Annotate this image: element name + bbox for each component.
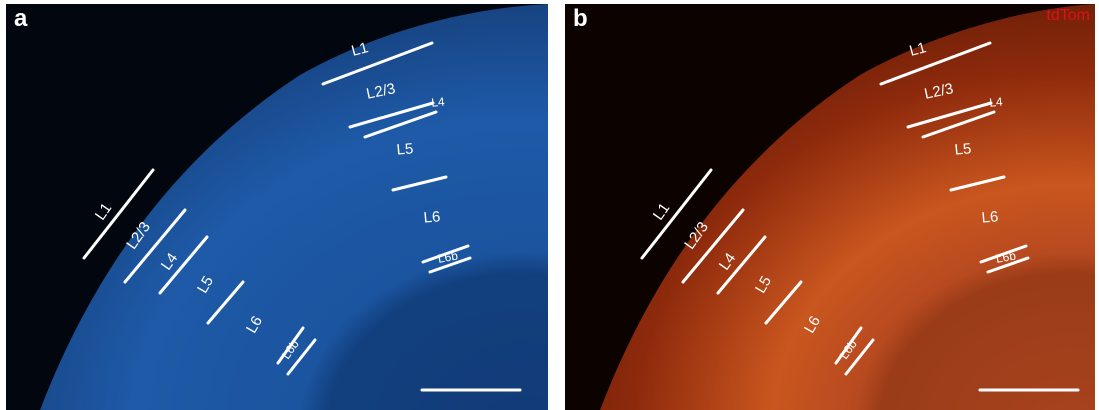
layer-label: L4 xyxy=(431,95,446,110)
layer-label: L6 xyxy=(423,208,441,226)
layer-label: L6 xyxy=(981,208,999,226)
layer-label: L4 xyxy=(989,95,1004,110)
figure: a L1L2/3L4L5L6L6bL1L2/3L4L5L6L6b b tdTom… xyxy=(0,0,1099,410)
panel-letter: a xyxy=(14,5,28,32)
layer-label: L5 xyxy=(396,140,414,158)
layer-label: L5 xyxy=(954,140,972,158)
channel-label: tdTom xyxy=(1046,7,1090,24)
panel-letter: b xyxy=(573,5,588,32)
